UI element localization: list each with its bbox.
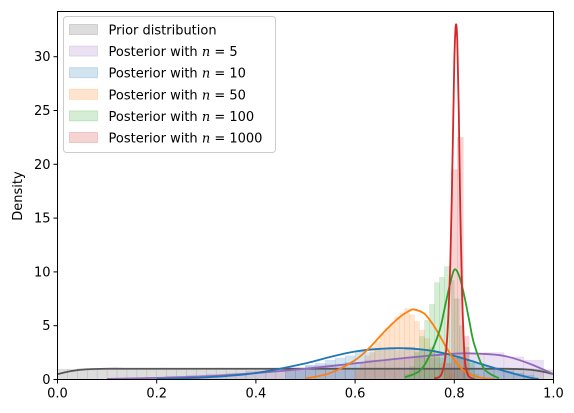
legend-label: Posterior with n = 5 xyxy=(109,45,238,60)
x-tick-label: 0.0 xyxy=(47,387,68,402)
hist-bar xyxy=(315,363,326,380)
hist-series-0 xyxy=(57,367,554,380)
hist-bar xyxy=(364,352,376,380)
hist-bar xyxy=(106,367,118,380)
hist-series-5 xyxy=(445,137,470,380)
y-tick-label: 30 xyxy=(34,50,51,65)
y-tick-label: 20 xyxy=(34,158,51,173)
hist-bar xyxy=(245,370,267,380)
hist-bar xyxy=(404,346,415,380)
kde-line-series-3 xyxy=(305,308,495,380)
kde-line-series-2 xyxy=(156,347,539,380)
hist-bar xyxy=(96,368,108,380)
kde-line-series-1 xyxy=(107,352,554,380)
hist-bar xyxy=(449,280,455,380)
legend: Prior distribution Posterior with n = 5 Po… xyxy=(63,16,276,153)
hist-bar xyxy=(468,363,475,380)
hist-bar xyxy=(399,312,405,380)
hist-bar xyxy=(453,298,460,380)
hist-bar xyxy=(419,329,425,380)
x-tick-label: 0.8 xyxy=(444,387,465,402)
hist-bar xyxy=(77,368,88,380)
y-tick-label: 15 xyxy=(34,212,51,227)
legend-label: Posterior with n = 10 xyxy=(109,67,246,82)
legend-label: Posterior with n = 100 xyxy=(109,110,255,125)
hist-bar xyxy=(379,334,386,380)
legend-swatch xyxy=(69,110,98,122)
hist-bar xyxy=(414,321,420,380)
legend-box xyxy=(63,16,276,153)
hist-bar xyxy=(285,367,306,380)
hist-bar xyxy=(285,370,296,380)
hist-bar xyxy=(404,308,410,380)
hist-bar xyxy=(86,369,98,380)
kde-line-series-5 xyxy=(433,23,475,380)
x-tick-label: 0.2 xyxy=(146,387,167,402)
hist-bar xyxy=(445,363,452,380)
x-tick-label: 0.6 xyxy=(345,387,366,402)
legend-swatch xyxy=(69,24,98,35)
kde-line-series-4 xyxy=(404,268,500,380)
legend-label: Posterior with n = 1000 xyxy=(109,132,263,147)
hist-series-3 xyxy=(354,308,455,380)
plot-layer xyxy=(57,23,554,380)
hist-bar xyxy=(359,363,366,380)
y-tick-label: 25 xyxy=(34,104,51,119)
x-tick-label: 1.0 xyxy=(543,387,564,402)
hist-bar xyxy=(503,370,515,380)
legend-swatch xyxy=(69,45,98,57)
y-tick-label: 0 xyxy=(42,373,50,388)
hist-bar xyxy=(369,346,376,380)
hist-bar xyxy=(344,355,356,380)
hist-bar xyxy=(419,336,425,380)
hist-bar xyxy=(414,352,420,380)
hist-bar xyxy=(429,303,435,380)
hist-bar xyxy=(389,323,396,380)
plot-frame xyxy=(57,11,554,380)
hist-bar xyxy=(344,361,366,380)
hist-bar xyxy=(364,359,386,380)
y-axis-label: Density xyxy=(11,171,26,221)
legend-swatch xyxy=(69,88,98,100)
y-tick-label: 5 xyxy=(42,319,50,334)
hist-bar xyxy=(444,266,450,380)
hist-bar xyxy=(364,355,371,380)
legend-label: Prior distribution xyxy=(109,24,217,39)
hist-bar xyxy=(451,169,458,380)
hist-bar xyxy=(456,137,464,380)
hist-bar xyxy=(325,359,336,380)
hist-bar xyxy=(354,370,361,380)
legend-swatch xyxy=(69,67,98,79)
hist-bar xyxy=(523,368,534,380)
y-tick-label: 10 xyxy=(34,265,51,280)
hist-bar xyxy=(429,346,435,380)
hist-bar xyxy=(384,327,391,380)
hist-bar xyxy=(543,369,554,380)
hist-bar xyxy=(409,314,415,380)
legend-label: Posterior with n = 50 xyxy=(109,88,246,103)
x-tick-label: 0.4 xyxy=(246,387,267,402)
axis-layer: 0.0 0.2 0.4 0.6 0.8 1.0 0 5 10 15 20 25 30 xyxy=(34,50,564,401)
legend-swatch xyxy=(69,132,98,143)
hist-bar xyxy=(463,346,470,380)
